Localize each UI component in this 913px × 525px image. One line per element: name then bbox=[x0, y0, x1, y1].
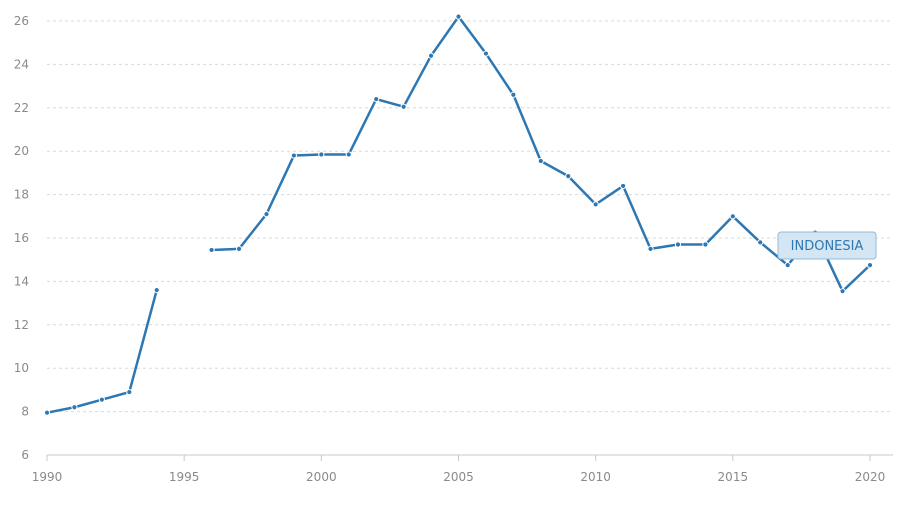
data-point-2008[interactable] bbox=[537, 157, 544, 165]
data-point-2013[interactable] bbox=[674, 241, 682, 248]
x-tick-label: 2015 bbox=[718, 470, 749, 484]
data-point-2012[interactable] bbox=[647, 245, 654, 252]
y-tick-label: 8 bbox=[21, 405, 29, 419]
data-point-2004[interactable] bbox=[427, 52, 435, 59]
x-tick-label: 1995 bbox=[169, 470, 200, 484]
y-tick-label: 20 bbox=[14, 144, 29, 158]
grid-lines bbox=[47, 20, 893, 413]
data-point-2016[interactable] bbox=[757, 239, 764, 246]
data-point-1992[interactable] bbox=[98, 396, 105, 403]
series-indonesia bbox=[45, 15, 872, 414]
series-line-segment bbox=[45, 288, 158, 414]
data-point-2019[interactable] bbox=[839, 288, 846, 295]
tooltip-box bbox=[777, 231, 877, 260]
data-point-2005[interactable] bbox=[455, 13, 462, 20]
y-tick-label: 24 bbox=[14, 57, 29, 71]
data-point-1994[interactable] bbox=[153, 286, 160, 294]
data-point-1999[interactable] bbox=[290, 152, 297, 159]
y-tick-label: 10 bbox=[14, 361, 29, 375]
y-tick-label: 12 bbox=[14, 318, 29, 332]
y-tick-label: 22 bbox=[14, 101, 29, 115]
data-point-2006[interactable] bbox=[482, 50, 490, 57]
data-point-2009[interactable] bbox=[565, 173, 572, 180]
data-point-2000[interactable] bbox=[318, 151, 325, 158]
data-point-1993[interactable] bbox=[126, 388, 133, 396]
x-tick-label: 2005 bbox=[443, 470, 474, 484]
x-tick-label: 2010 bbox=[580, 470, 611, 484]
data-point-1998[interactable] bbox=[263, 211, 270, 218]
x-tick-label: 2000 bbox=[306, 470, 337, 484]
data-point-2011[interactable] bbox=[620, 182, 627, 190]
y-tick-label: 14 bbox=[14, 274, 29, 288]
data-point-2002[interactable] bbox=[373, 96, 380, 103]
series-tooltip: INDONESIA bbox=[777, 231, 877, 260]
x-tick-label: 1990 bbox=[32, 470, 63, 484]
data-point-2017[interactable] bbox=[784, 262, 791, 269]
data-point-2014[interactable] bbox=[702, 241, 709, 248]
x-tick-label: 2020 bbox=[855, 470, 886, 484]
y-tick-label: 18 bbox=[14, 188, 29, 202]
data-point-2007[interactable] bbox=[510, 91, 517, 98]
data-point-1991[interactable] bbox=[71, 404, 78, 411]
data-point-1997[interactable] bbox=[235, 245, 243, 252]
series-line-segment bbox=[210, 15, 872, 293]
y-axis: 6 8 10 12 14 16 18 20 22 24 26 bbox=[14, 14, 29, 462]
data-point-2015[interactable] bbox=[729, 213, 736, 220]
y-tick-label: 16 bbox=[14, 231, 29, 245]
x-axis: 1990 1995 2000 2005 2010 2015 2020 bbox=[32, 454, 893, 484]
data-point-1990[interactable] bbox=[43, 409, 51, 416]
data-point-2020[interactable] bbox=[866, 262, 874, 269]
data-point-2010[interactable] bbox=[592, 201, 599, 208]
y-tick-label: 26 bbox=[14, 14, 29, 28]
series-markers bbox=[43, 13, 874, 416]
y-tick-label: 6 bbox=[21, 448, 29, 462]
data-point-2003[interactable] bbox=[400, 103, 407, 110]
data-point-2001[interactable] bbox=[345, 151, 352, 158]
data-point-1996[interactable] bbox=[208, 246, 215, 254]
tooltip-label: INDONESIA bbox=[791, 239, 864, 254]
